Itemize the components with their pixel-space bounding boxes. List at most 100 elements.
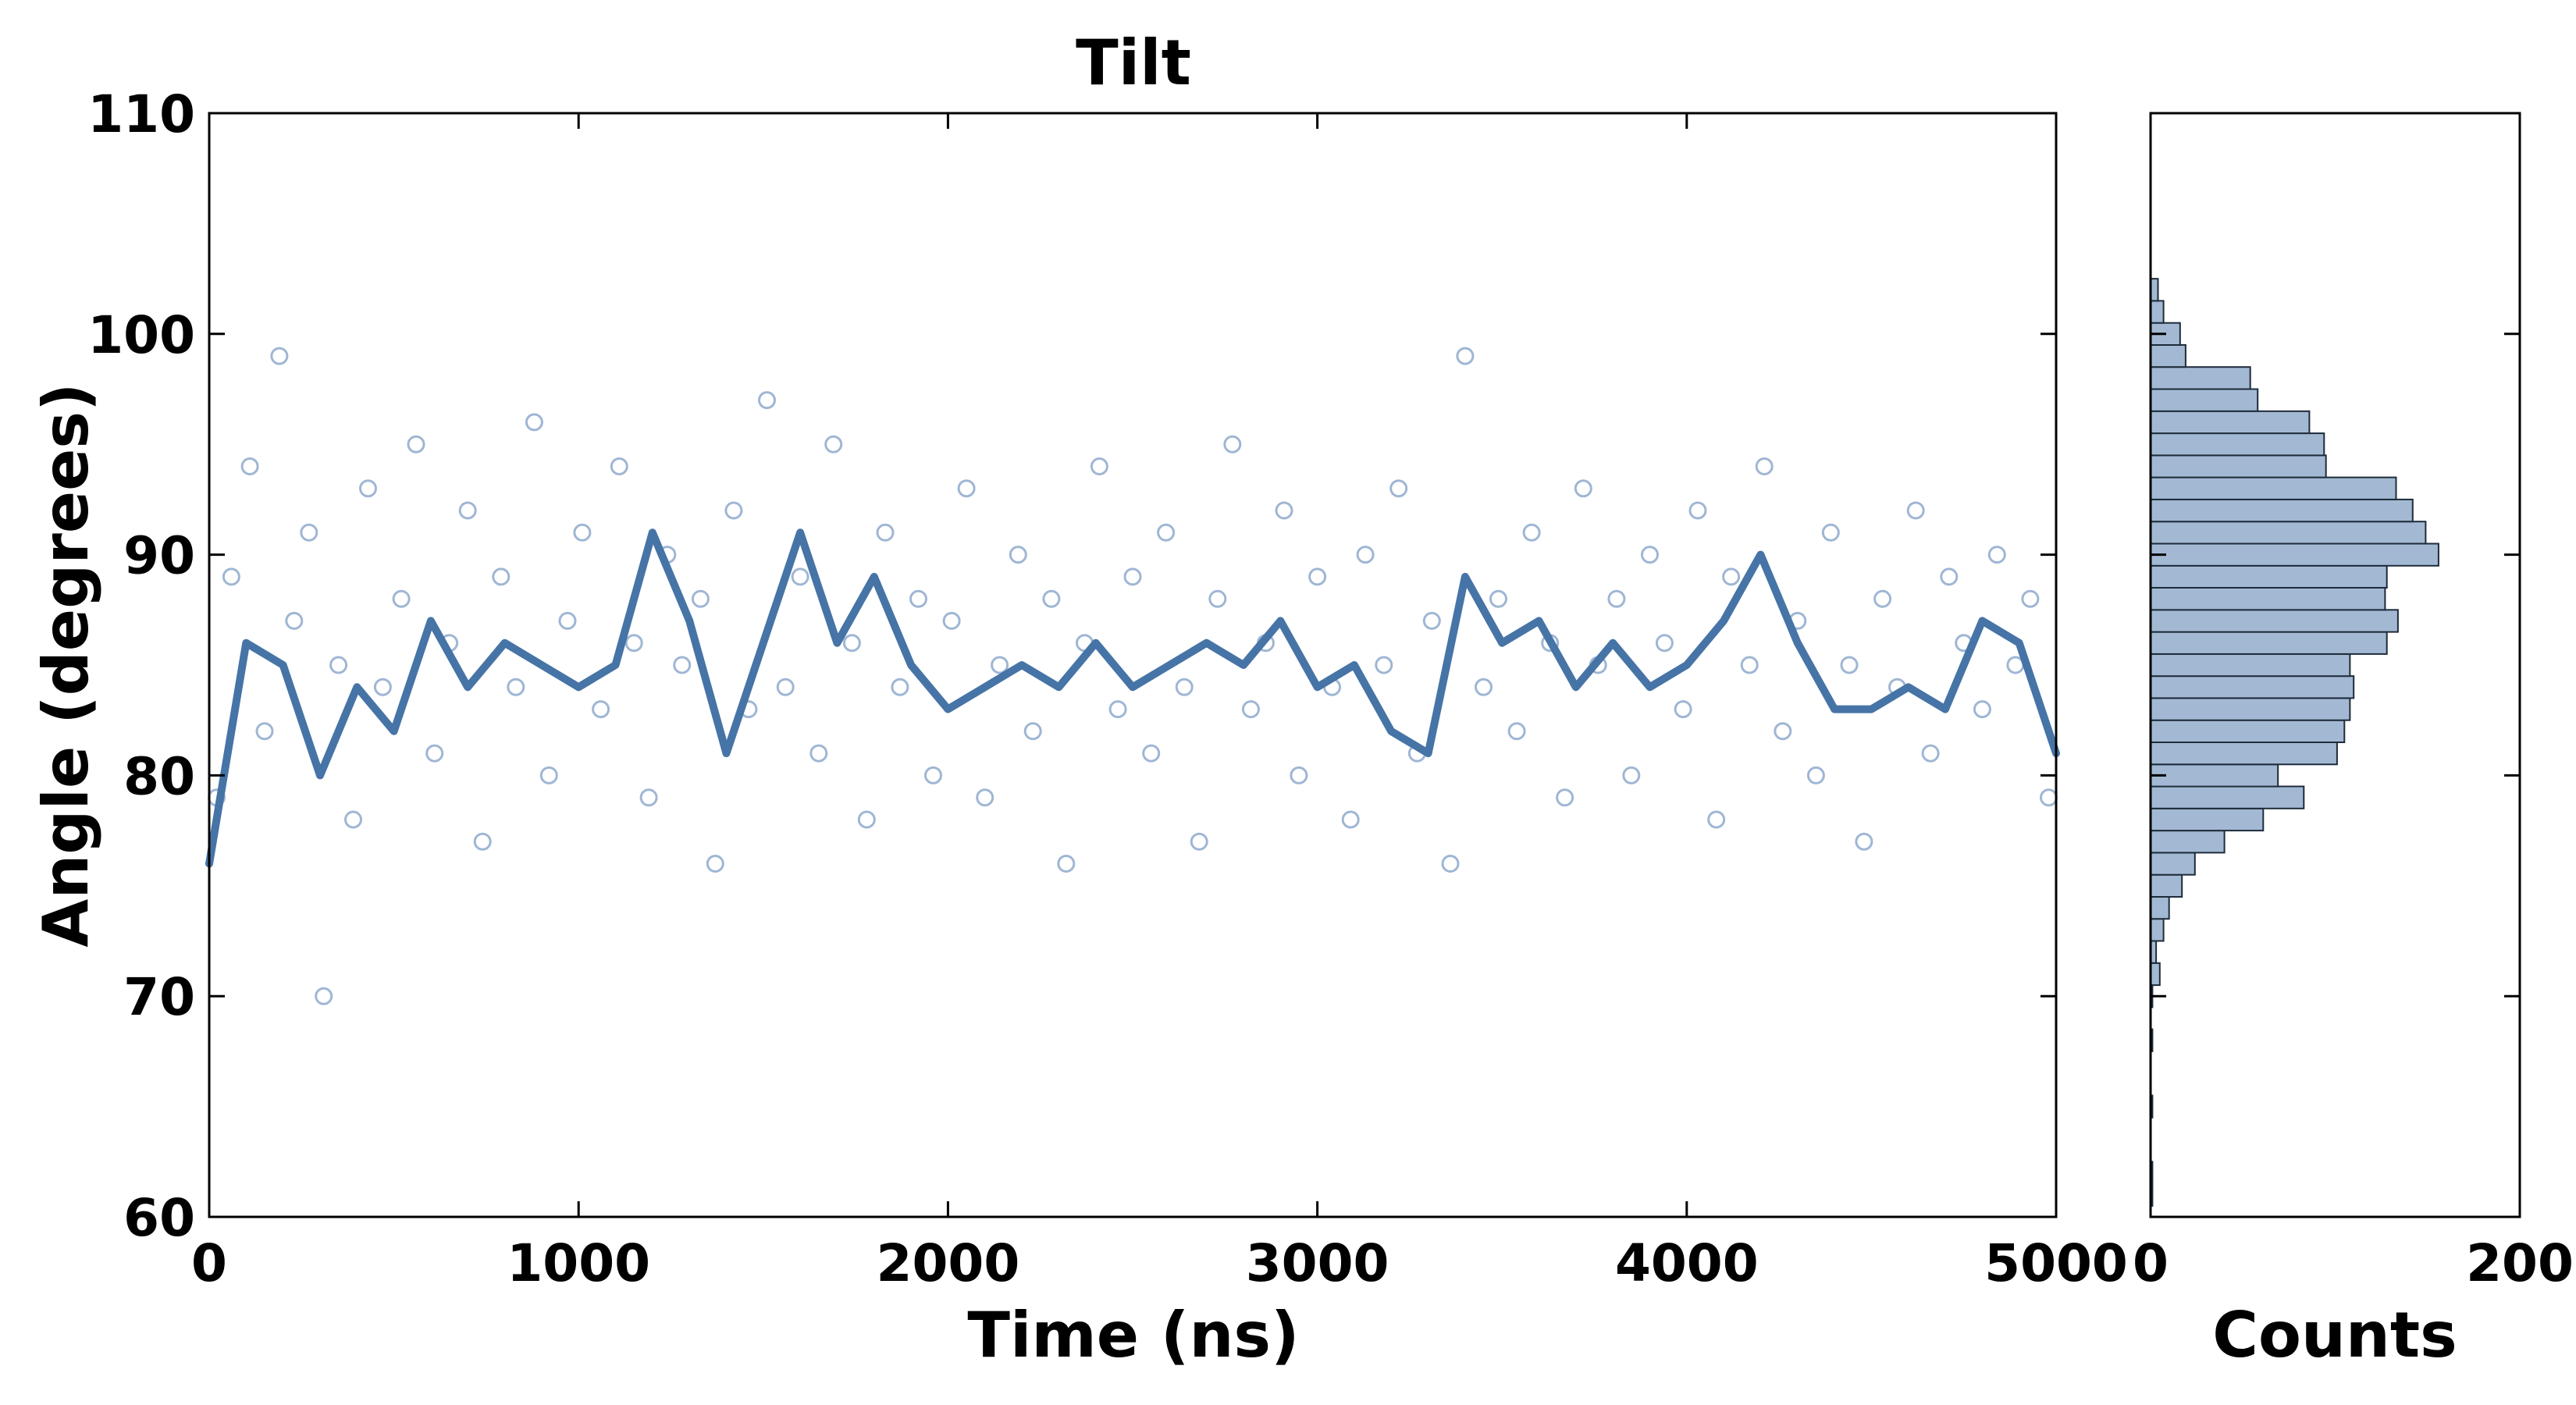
hist-x-tick-label: 200 <box>2466 1233 2574 1293</box>
scatter-point <box>1707 810 1726 829</box>
scatter-point <box>991 656 1009 674</box>
histogram-bar <box>2150 521 2427 545</box>
scatter-point <box>1921 744 1940 763</box>
scatter-point <box>610 457 628 475</box>
scatter-point <box>1740 656 1759 674</box>
scatter-point <box>1622 766 1641 784</box>
y-axis-label: Angle (degrees) <box>30 382 102 947</box>
histogram-bar <box>2150 388 2259 412</box>
scatter-point <box>842 634 861 653</box>
main-y-ticks: 60 70 80 90 100 110 <box>87 84 2056 1248</box>
scatter-point <box>344 810 362 829</box>
scatter-point <box>1341 810 1360 829</box>
hist-y-ticks <box>2151 112 2520 1218</box>
chart-title: Tilt <box>1076 27 1191 99</box>
scatter-point <box>425 744 444 763</box>
scatter-point <box>1507 722 1526 741</box>
hist-plot-frame <box>2149 112 2521 1218</box>
histogram-bar <box>2150 542 2439 567</box>
scatter-point <box>1422 611 1441 630</box>
main-x-ticks: 0 1000 2000 3000 4000 5000 <box>191 113 2128 1293</box>
y-tick-label: 60 <box>123 1188 195 1248</box>
histogram-bar <box>2150 300 2165 324</box>
scatter-point <box>1456 347 1475 365</box>
histogram-bar <box>2150 785 2305 809</box>
hist-x-ticks: 0 200 <box>2133 113 2574 1293</box>
scatter-point <box>909 589 927 608</box>
main-plot-frame <box>208 112 2058 1218</box>
scatter-point <box>1774 722 1792 741</box>
scatter-point <box>473 832 492 851</box>
scatter-point <box>255 722 274 741</box>
histogram-bar <box>2150 742 2338 766</box>
scatter-point <box>315 987 333 1005</box>
scatter-point <box>1042 589 1061 608</box>
scatter-point <box>1175 678 1194 696</box>
scatter-point <box>573 523 592 542</box>
scatter-point <box>539 766 558 784</box>
histogram-bar <box>2150 852 2196 876</box>
scatter-point <box>1873 589 1892 608</box>
scatter-point <box>1123 567 1142 586</box>
histogram-bar <box>2150 587 2386 611</box>
histogram-bar <box>2150 719 2346 744</box>
scatter-point <box>1574 479 1592 498</box>
scatter-point <box>1855 832 1873 851</box>
scatter-point <box>1290 766 1308 784</box>
hist-x-axis-label: Counts <box>2212 1299 2457 1371</box>
scatter-point <box>724 501 743 520</box>
scatter-point <box>1356 546 1375 564</box>
scatter-point <box>876 523 895 542</box>
scatter-point <box>1940 567 1959 586</box>
scatter-point <box>791 567 809 586</box>
scatter-point <box>976 788 994 807</box>
scatter-point <box>1090 457 1108 475</box>
scatter-point <box>1023 722 1042 741</box>
scatter-point <box>1009 546 1027 564</box>
histogram-bar <box>2150 807 2265 832</box>
scatter-point <box>1157 523 1176 542</box>
scatter-point <box>492 567 511 586</box>
x-tick-label: 1000 <box>507 1233 650 1293</box>
scatter-point <box>1688 501 1707 520</box>
scatter-point <box>1522 523 1541 542</box>
scatter-point <box>1722 567 1741 586</box>
scatter-point <box>942 611 961 630</box>
histogram-bar <box>2150 476 2397 500</box>
scatter-point <box>558 611 577 630</box>
scatter-point <box>1275 501 1293 520</box>
scatter-point <box>1475 678 1493 696</box>
histogram-bar <box>2150 631 2388 655</box>
scatter-point <box>507 678 525 696</box>
scatter-point <box>776 678 795 696</box>
scatter-point <box>1821 523 1840 542</box>
scatter-point <box>639 788 658 807</box>
x-tick-label: 4000 <box>1615 1233 1759 1293</box>
scatter-point <box>1223 435 1242 454</box>
scatter-point <box>758 391 776 410</box>
scatter-point <box>1108 700 1127 719</box>
hist-x-tick-label: 0 <box>2133 1233 2169 1293</box>
histogram-bar <box>2150 653 2351 678</box>
scatter-point <box>407 435 425 454</box>
histogram-bar <box>2150 763 2279 788</box>
y-tick-label: 100 <box>87 305 195 365</box>
scatter-point <box>1208 589 1227 608</box>
x-tick-label: 5000 <box>1984 1233 2128 1293</box>
histogram-bar <box>2150 609 2399 633</box>
main-marks <box>205 347 2060 1005</box>
scatter-point <box>673 656 692 674</box>
histogram-bar <box>2150 675 2355 699</box>
histogram-bar <box>2150 830 2226 854</box>
scatter-point <box>691 589 710 608</box>
scatter-point <box>359 479 377 498</box>
scatter-point <box>624 634 643 653</box>
scatter-point <box>1375 656 1393 674</box>
y-tick-label: 90 <box>123 526 195 586</box>
tilt-histogram-panel: 0 200 Counts <box>2133 112 2574 1371</box>
histogram-bar <box>2150 454 2327 478</box>
scatter-point <box>285 611 304 630</box>
histogram-bar <box>2150 366 2251 390</box>
scatter-point <box>2021 589 2040 608</box>
